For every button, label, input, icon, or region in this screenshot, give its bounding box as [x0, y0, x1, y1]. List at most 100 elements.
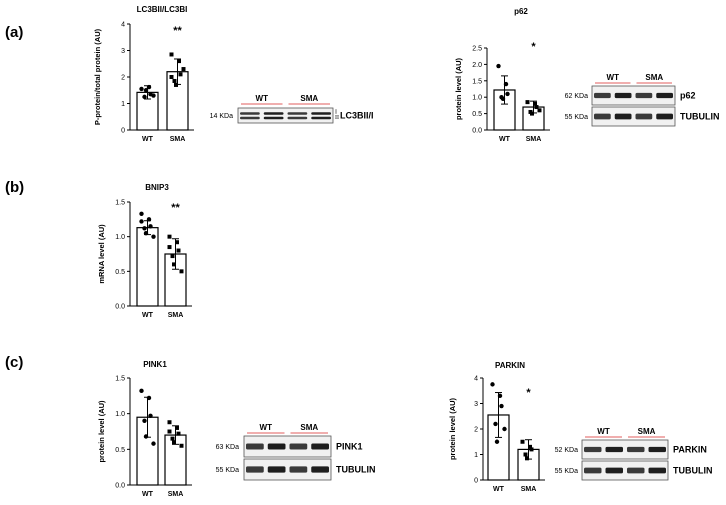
y-tick-label: 2.5 — [472, 46, 482, 53]
western-blot-2: WT SMA 62 KDa p62 55 KDa TUBULIN — [565, 73, 720, 127]
data-point-wt — [151, 93, 156, 98]
blot-band — [614, 113, 632, 120]
blot-kda-label: 62 KDa — [565, 93, 588, 100]
data-point-sma — [525, 100, 530, 105]
blot-band — [311, 443, 329, 450]
blot-protein-label: PINK1 — [336, 442, 363, 452]
data-point-wt — [139, 86, 144, 92]
data-point-sma — [179, 269, 184, 274]
blot-band — [614, 92, 632, 99]
data-point-wt — [143, 434, 149, 439]
x-category-label: WT — [499, 136, 511, 143]
data-point-wt — [499, 403, 504, 409]
data-point-sma — [528, 444, 532, 449]
data-point-wt — [496, 63, 501, 69]
blot-membrane — [591, 106, 676, 127]
blot-protein-label: TUBULIN — [680, 112, 720, 122]
blot-band — [267, 466, 286, 473]
x-category-label: SMA — [521, 486, 537, 493]
blot-band-roman-label: I — [335, 109, 337, 115]
x-category-label: SMA — [168, 491, 184, 498]
y-tick-label: 2 — [121, 75, 125, 82]
x-category-label: SMA — [526, 136, 542, 143]
blot-band — [311, 116, 331, 120]
data-point-sma — [169, 75, 174, 79]
data-point-sma — [167, 429, 172, 434]
data-point-wt — [139, 388, 144, 394]
y-tick-label: 0.5 — [115, 447, 125, 454]
y-tick-label: 0.0 — [115, 483, 125, 490]
blot-band — [584, 467, 602, 474]
data-point-sma — [172, 440, 176, 445]
data-point-wt — [139, 211, 144, 216]
significance-marker: * — [531, 41, 536, 53]
data-point-wt — [142, 94, 147, 100]
blot-band — [267, 443, 286, 450]
data-point-sma — [167, 234, 172, 239]
blot-group-label: WT — [607, 73, 620, 82]
blot-band — [605, 467, 623, 474]
y-axis-label: mRNA level (AU) — [97, 224, 106, 284]
data-point-sma — [181, 67, 186, 72]
y-tick-label: 2.0 — [472, 62, 482, 69]
data-point-sma — [174, 82, 178, 87]
data-point-sma — [172, 262, 176, 267]
blot-group-label: SMA — [300, 94, 318, 103]
data-point-wt — [490, 382, 495, 387]
blot-protein-label: p62 — [680, 91, 696, 101]
data-point-sma — [537, 108, 542, 113]
blot-kda-label: 52 KDa — [555, 447, 578, 454]
blot-band — [263, 116, 284, 120]
chart-title: LC3BII/LC3BI — [137, 5, 188, 14]
data-point-wt — [493, 421, 498, 427]
y-tick-label: 1.5 — [472, 78, 482, 85]
data-point-sma — [167, 420, 172, 425]
data-point-wt — [151, 234, 156, 239]
blot-band — [648, 446, 666, 453]
data-point-wt — [146, 395, 152, 401]
panel-label-b: (b) — [5, 179, 24, 196]
bar-wt — [136, 227, 159, 307]
data-point-sma — [520, 439, 525, 444]
data-point-sma — [176, 248, 181, 253]
y-tick-label: 1 — [474, 452, 478, 459]
blot-membrane — [591, 85, 676, 106]
y-tick-label: 4 — [474, 376, 478, 383]
blot-group-label: SMA — [300, 423, 318, 432]
data-point-wt — [151, 441, 156, 446]
data-point-wt — [142, 226, 147, 231]
y-tick-label: 2 — [474, 427, 478, 434]
x-category-label: WT — [493, 486, 505, 493]
blot-band — [263, 112, 284, 115]
blot-kda-label: 55 KDa — [565, 114, 588, 121]
blot-protein-label: PARKIN — [673, 445, 707, 455]
western-blot-3: WT SMA 63 KDa PINK1 55 KDa TUBULIN — [216, 423, 376, 481]
y-tick-label: 1 — [121, 101, 125, 108]
blot-band — [627, 446, 645, 453]
data-point-sma — [175, 240, 179, 245]
blot-membrane — [243, 458, 332, 481]
chart-4: PINK1 protein level (AU) 0.0 0.5 1.0 1.5 WT SMA — [97, 360, 192, 498]
data-point-wt — [148, 224, 153, 229]
data-point-sma — [533, 101, 537, 106]
y-tick-label: 3 — [121, 48, 125, 55]
y-tick-label: 1.5 — [115, 376, 125, 383]
significance-marker: ** — [171, 202, 180, 214]
blot-band — [627, 467, 645, 474]
data-point-sma — [523, 452, 528, 457]
blot-group-label: WT — [260, 423, 273, 432]
blot-group-label: WT — [256, 94, 269, 103]
y-tick-label: 1.0 — [472, 95, 482, 102]
data-point-wt — [142, 418, 147, 423]
blot-band — [287, 116, 308, 120]
data-point-sma — [530, 111, 534, 116]
blots-layer: WT SMA 14 KDa III LC3BII/I WT SMA 62 KDa p62 55 K… — [210, 73, 720, 481]
panel-label-c: (c) — [5, 354, 23, 371]
chart-title: BNIP3 — [145, 183, 169, 192]
data-point-wt — [503, 81, 509, 87]
data-point-wt — [497, 393, 503, 399]
chart-title: PINK1 — [143, 360, 167, 369]
blot-band — [584, 446, 602, 453]
x-category-label: WT — [142, 136, 154, 143]
